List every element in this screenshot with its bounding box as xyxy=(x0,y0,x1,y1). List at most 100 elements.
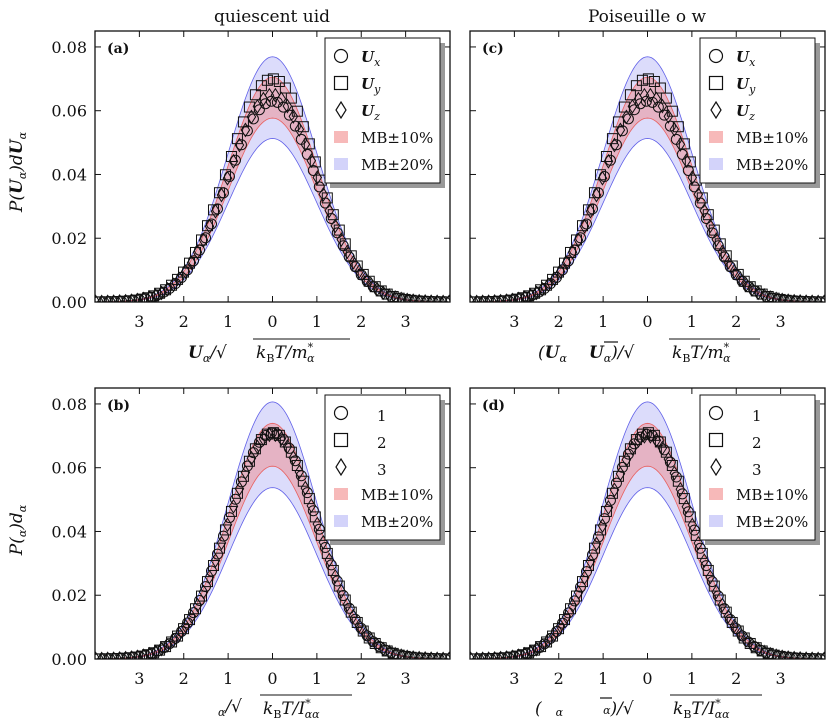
x-tick-label: 2 xyxy=(356,312,366,331)
data-point xyxy=(279,436,291,448)
data-point xyxy=(273,75,285,87)
x-tick-label: 1 xyxy=(223,312,233,331)
data-point xyxy=(574,581,586,593)
data-point xyxy=(228,153,239,169)
data-point xyxy=(378,285,389,301)
data-point xyxy=(567,598,578,613)
series-square xyxy=(95,73,450,302)
data-point xyxy=(174,271,185,287)
data-point xyxy=(192,244,203,260)
data-point xyxy=(642,427,654,439)
data-point xyxy=(705,569,716,585)
legend: 1 2 3 MB±10% MB±20% xyxy=(699,394,820,545)
x-tick-label: 0 xyxy=(642,312,652,331)
data-point xyxy=(240,464,251,480)
data-point xyxy=(600,151,612,163)
data-point xyxy=(118,652,130,659)
data-point xyxy=(343,602,355,614)
data-point xyxy=(301,487,313,499)
data-point xyxy=(348,608,359,624)
data-point xyxy=(307,505,319,517)
data-point xyxy=(306,498,317,514)
data-point xyxy=(678,138,690,150)
data-point xyxy=(330,218,341,234)
data-point xyxy=(654,436,666,448)
y-tick-label: 0.04 xyxy=(51,522,87,541)
band-mb20 xyxy=(95,401,450,659)
x-tick-label: 3 xyxy=(776,669,786,688)
series-diamond xyxy=(470,428,825,659)
data-point xyxy=(288,109,299,124)
data-point xyxy=(561,609,572,625)
data-point xyxy=(217,530,229,542)
legend-marker-square xyxy=(333,75,349,91)
data-point xyxy=(196,590,207,602)
data-point xyxy=(789,650,799,659)
data-point xyxy=(624,89,636,101)
data-point xyxy=(150,288,161,302)
data-point xyxy=(499,652,511,659)
svg-text:kBT/m*α: kBT/m* α xyxy=(672,341,731,365)
svg-text:Uα/√: Uα/√ xyxy=(188,343,227,365)
data-point xyxy=(519,646,530,659)
data-point xyxy=(594,169,606,181)
x-tick-label: 2 xyxy=(731,312,741,331)
data-point xyxy=(291,459,303,471)
data-point xyxy=(624,443,636,455)
data-point xyxy=(231,133,243,145)
data-point xyxy=(523,290,535,302)
data-point xyxy=(321,192,333,204)
data-point xyxy=(223,512,235,524)
x-tick-label: 0 xyxy=(642,669,652,688)
xlabel-b: α/√ kBT/I* αα xyxy=(218,694,352,721)
data-point xyxy=(357,268,369,280)
data-point xyxy=(651,432,662,448)
data-point xyxy=(615,466,626,482)
data-point xyxy=(652,435,664,447)
legend-label: Uz xyxy=(736,102,755,123)
data-point xyxy=(270,87,281,103)
x-tick-label: 2 xyxy=(356,669,366,688)
data-point xyxy=(553,266,565,278)
data-point xyxy=(696,192,708,204)
data-point xyxy=(493,652,505,659)
data-point xyxy=(699,553,710,569)
col-title-right: Poiseuille o w xyxy=(588,7,707,27)
data-point xyxy=(693,535,704,551)
data-point xyxy=(276,431,287,447)
data-point xyxy=(493,295,505,302)
data-point xyxy=(342,597,353,613)
data-point xyxy=(723,608,734,624)
x-tick-label: 1 xyxy=(687,312,697,331)
data-point xyxy=(390,290,400,302)
data-point xyxy=(285,92,297,104)
data-point xyxy=(720,606,732,618)
data-point xyxy=(279,82,291,94)
svg-text:kBT/I*αα: kBT/I* αα xyxy=(263,697,320,721)
data-point xyxy=(819,294,825,302)
data-point xyxy=(408,650,418,659)
data-point xyxy=(780,294,792,302)
x-tick-label: 0 xyxy=(267,669,277,688)
data-point xyxy=(682,164,694,176)
data-point xyxy=(603,153,614,169)
data-point xyxy=(327,564,339,576)
panel-a: 3 2 1 0 1 2 3 0.00 0.02 0.04 0.06 0.08 (a) Ux Uy Uz MB±1… xyxy=(51,30,451,331)
legend-marker-circle xyxy=(708,48,724,64)
data-point xyxy=(654,82,666,94)
data-point xyxy=(190,603,202,615)
data-point xyxy=(312,170,323,185)
data-point xyxy=(519,290,530,302)
data-point xyxy=(645,428,656,444)
data-point xyxy=(154,287,166,299)
x-tick-label: 3 xyxy=(509,312,519,331)
data-point xyxy=(231,487,243,499)
legend-label: 2 xyxy=(377,434,387,452)
x-tick-label: 3 xyxy=(134,312,144,331)
data-point xyxy=(681,499,692,515)
data-point xyxy=(636,74,648,86)
data-point xyxy=(444,651,450,659)
data-point xyxy=(349,613,361,625)
legend-label: Uy xyxy=(736,75,756,96)
